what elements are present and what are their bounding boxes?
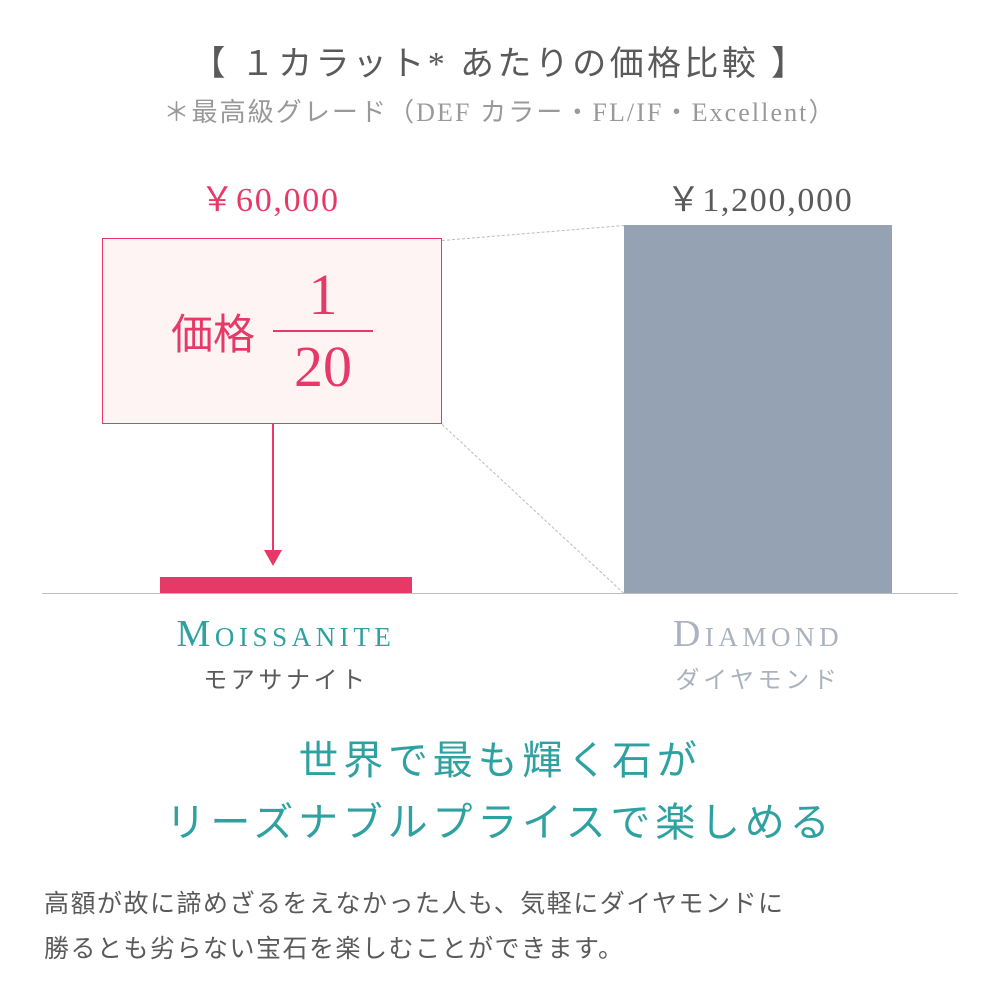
diamond-label-jp: ダイヤモンド — [558, 660, 958, 695]
body-line2: 勝るとも劣らない宝石を楽しむことができます。 — [44, 936, 625, 963]
moissanite-bar — [160, 577, 412, 593]
baseline — [42, 593, 958, 594]
moissanite-price-label: ￥60,000 — [120, 172, 420, 221]
diamond-bar — [624, 225, 892, 593]
callout-label: 価格 — [171, 301, 255, 362]
body-line1: 高額が故に諦めざるをえなかった人も、気軽にダイヤモンドに — [44, 891, 785, 918]
arrow-line — [272, 424, 274, 552]
chart-subtitle: ＊最高級グレード（DEF カラー・FL/IF・Excellent） — [0, 92, 1000, 129]
dashed-line-bottom — [442, 424, 625, 594]
headline: 世界で最も輝く石が リーズナブルプライスで楽しめる — [0, 730, 1000, 854]
headline-line2: リーズナブルプライスで楽しめる — [166, 800, 835, 845]
moissanite-label-en: Moissanite — [86, 612, 486, 656]
price-ratio-callout: 価格 1 20 — [102, 238, 442, 424]
moissanite-label-jp: モアサナイト — [86, 660, 486, 695]
fraction-denominator: 20 — [294, 338, 352, 396]
arrow-head-icon — [264, 550, 282, 566]
headline-line1: 世界で最も輝く石が — [298, 738, 701, 783]
fraction-bar — [273, 330, 373, 332]
diamond-label-en: Diamond — [558, 612, 958, 656]
diamond-price-label: ￥1,200,000 — [610, 172, 910, 221]
dashed-line-top — [442, 225, 624, 241]
fraction-numerator: 1 — [309, 266, 338, 324]
body-copy: 高額が故に諦めざるをえなかった人も、気軽にダイヤモンドに 勝るとも劣らない宝石を… — [44, 882, 785, 972]
fraction: 1 20 — [273, 266, 373, 396]
infographic-root: 【 １カラット* あたりの価格比較 】 ＊最高級グレード（DEF カラー・FL/… — [0, 0, 1000, 1000]
chart-title: 【 １カラット* あたりの価格比較 】 — [0, 36, 1000, 85]
